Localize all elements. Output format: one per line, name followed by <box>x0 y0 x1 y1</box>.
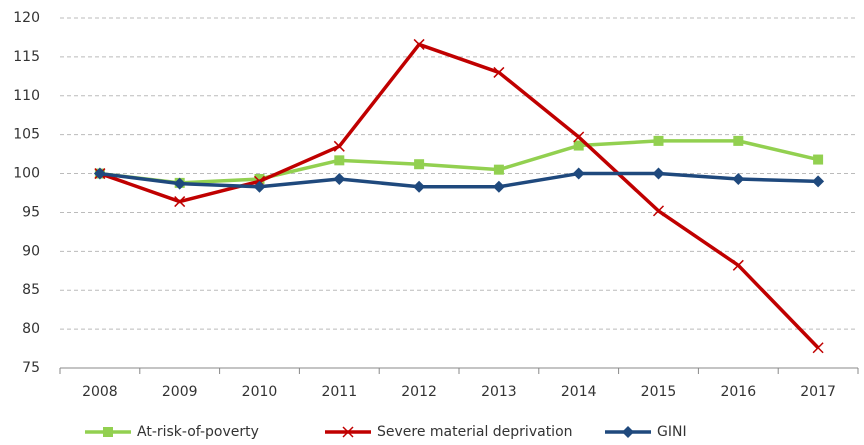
y-tick-label: 115 <box>13 49 40 65</box>
marker <box>652 205 665 217</box>
y-tick-label: 95 <box>22 204 40 220</box>
marker <box>253 180 266 193</box>
marker <box>413 180 426 193</box>
series-line <box>99 42 820 349</box>
marker <box>812 175 825 188</box>
x-tick-label: 2015 <box>641 384 677 400</box>
x-tick-label: 2013 <box>481 384 517 400</box>
marker <box>813 154 824 165</box>
marker <box>493 66 505 78</box>
marker <box>254 174 265 184</box>
marker <box>173 177 186 190</box>
marker <box>622 426 634 438</box>
series-line <box>99 171 819 189</box>
y-tick-label: 105 <box>13 127 40 143</box>
y-tick-label: 120 <box>13 10 40 26</box>
x-tick-label: 2016 <box>720 384 756 400</box>
marker <box>342 426 354 438</box>
marker <box>733 135 744 146</box>
marker <box>732 173 745 185</box>
marker <box>812 342 824 354</box>
marker <box>493 164 504 175</box>
series-line <box>99 139 819 185</box>
y-tick-label: 100 <box>13 166 40 182</box>
y-tick-label: 75 <box>22 360 40 376</box>
marker <box>103 427 113 437</box>
marker <box>732 259 744 271</box>
x-tick-label: 2014 <box>561 384 597 400</box>
marker <box>492 180 505 193</box>
marker <box>652 167 665 180</box>
y-tick-label: 90 <box>22 243 40 259</box>
legend-label: At-risk-of-poverty <box>137 424 259 440</box>
y-tick-label: 80 <box>22 321 40 337</box>
marker <box>572 167 585 180</box>
x-tick-label: 2009 <box>162 384 198 400</box>
legend-label: GINI <box>657 424 687 440</box>
y-tick-label: 85 <box>22 282 40 298</box>
marker <box>333 173 346 185</box>
marker <box>413 38 425 50</box>
y-tick-label: 110 <box>13 88 40 104</box>
marker <box>573 131 585 143</box>
marker <box>334 155 345 166</box>
marker <box>174 196 186 208</box>
marker <box>653 135 664 146</box>
x-tick-label: 2011 <box>321 384 357 400</box>
marker <box>93 167 106 180</box>
marker <box>414 159 425 170</box>
marker <box>573 140 584 151</box>
x-tick-label: 2008 <box>82 384 118 400</box>
x-tick-label: 2010 <box>242 384 278 400</box>
legend-label: Severe material deprivation <box>377 424 573 440</box>
marker <box>333 140 345 152</box>
x-tick-label: 2017 <box>800 384 836 400</box>
x-tick-label: 2012 <box>401 384 437 400</box>
